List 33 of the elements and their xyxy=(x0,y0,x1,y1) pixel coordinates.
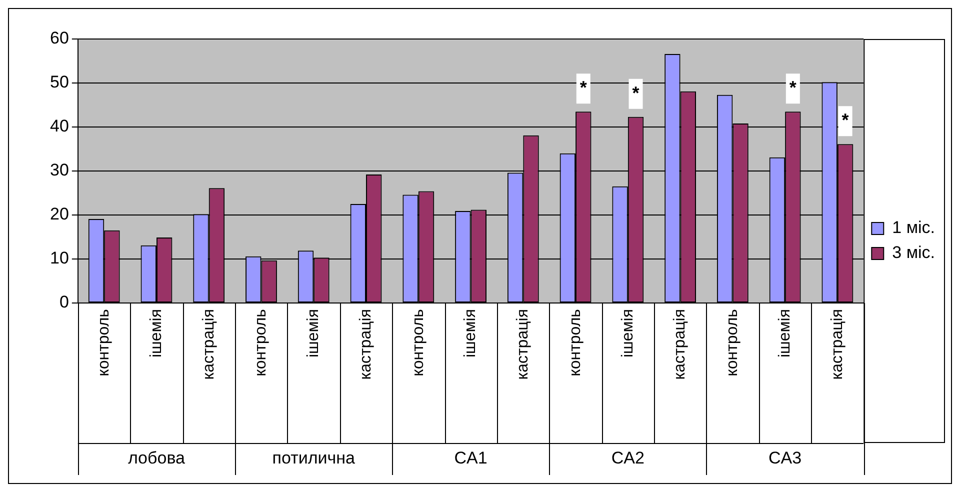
data-label: * xyxy=(580,78,587,98)
text: лобова xyxy=(128,448,186,468)
y-tick-label: 30 xyxy=(50,160,69,180)
y-tick-label: 50 xyxy=(50,72,69,92)
x-tick-label: контроль xyxy=(410,309,427,376)
text: CA1 xyxy=(454,448,488,468)
x-tick-label: контроль xyxy=(252,309,270,376)
y-tick-label: 20 xyxy=(50,204,69,224)
x-tick-label: кастрація xyxy=(357,309,374,380)
text: CA3 xyxy=(768,448,802,468)
data-label: * xyxy=(842,110,849,130)
y-tick-label: 40 xyxy=(50,116,69,136)
x-tick-label: ішемія xyxy=(305,309,322,358)
x-tick-label: контроль xyxy=(724,309,742,376)
text: CA2 xyxy=(611,448,644,468)
data-label: * xyxy=(789,78,796,98)
x-tick-label: контроль xyxy=(96,309,113,376)
y-tick-label: 60 xyxy=(50,28,69,48)
legend-label: 1 міс. xyxy=(892,218,936,238)
x-tick-label: кастрація xyxy=(514,309,532,380)
x-tick-label: контроль xyxy=(566,309,584,376)
x-tick-label: ішемія xyxy=(462,309,480,358)
x-tick-label: кастрація xyxy=(828,309,846,380)
x-tick-label: ішемія xyxy=(148,309,165,358)
x-tick-label: ішемія xyxy=(619,309,636,358)
x-tick-label: кастрація xyxy=(200,309,218,380)
text: потилична xyxy=(272,448,356,468)
data-label: * xyxy=(632,82,640,103)
legend-label: 3 міс. xyxy=(892,243,936,262)
x-tick-label: ішемія xyxy=(776,309,794,358)
y-tick-label: 0 xyxy=(59,292,69,312)
x-tick-label: кастрація xyxy=(672,309,689,380)
y-tick-label: 10 xyxy=(50,248,69,268)
